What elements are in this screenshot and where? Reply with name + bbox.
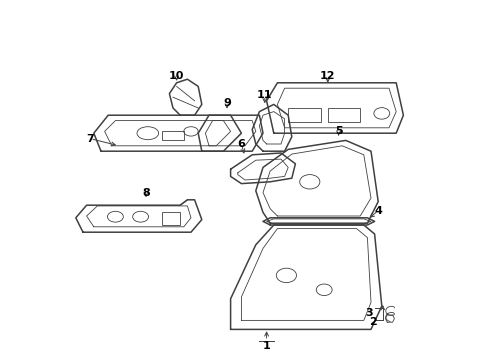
Text: 8: 8: [142, 188, 150, 198]
Bar: [162, 131, 184, 140]
Text: 3: 3: [366, 308, 373, 318]
Bar: [328, 108, 360, 122]
Bar: [162, 212, 180, 225]
Text: 2: 2: [369, 317, 377, 327]
Text: 4: 4: [374, 206, 382, 216]
Text: 1: 1: [263, 341, 270, 351]
Text: 9: 9: [223, 98, 231, 108]
Text: 7: 7: [86, 134, 94, 144]
Text: 6: 6: [238, 139, 245, 149]
Text: 5: 5: [335, 126, 343, 136]
Bar: [288, 108, 320, 122]
Text: 11: 11: [257, 90, 272, 100]
Text: 12: 12: [320, 71, 336, 81]
Text: 10: 10: [169, 71, 184, 81]
